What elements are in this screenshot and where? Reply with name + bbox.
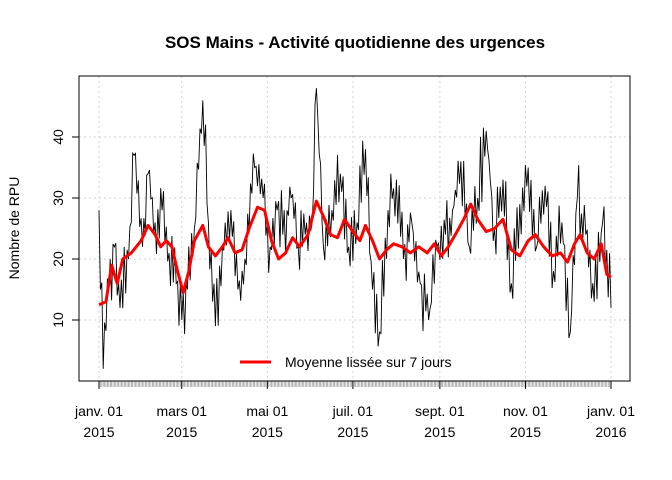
x-tick-year-label: 2015 xyxy=(252,424,283,440)
x-tick-label: mars 01 xyxy=(156,403,207,419)
x-tick-year-label: 2015 xyxy=(83,424,114,440)
x-tick-label: juil. 01 xyxy=(332,403,374,419)
x-axis-minor-ticks xyxy=(98,381,612,387)
x-tick-year-label: 2015 xyxy=(424,424,455,440)
x-tick-year-label: 2016 xyxy=(595,424,626,440)
legend: Moyenne lissée sur 7 jours xyxy=(240,354,452,370)
x-tick-year-label: 2015 xyxy=(510,424,541,440)
plot-frame xyxy=(78,75,631,382)
x-tick-label: janv. 01 xyxy=(586,403,635,419)
x-tick-label: sept. 01 xyxy=(415,403,465,419)
y-tick-label: 20 xyxy=(50,251,66,267)
x-tick-label: nov. 01 xyxy=(503,403,548,419)
smoothed-series xyxy=(98,199,612,307)
daily-series xyxy=(98,88,612,369)
y-axis-label: Nombre de RPU xyxy=(6,177,22,280)
daily-line xyxy=(98,88,612,369)
smoothed-line xyxy=(98,199,612,307)
chart-title: SOS Mains - Activité quotidienne des urg… xyxy=(165,33,545,52)
y-tick-label: 40 xyxy=(50,129,66,145)
legend-label: Moyenne lissée sur 7 jours xyxy=(285,354,452,370)
x-axis: janv. 01 2015 mars 01 2015 mai 01 2015 juil. 0… xyxy=(74,380,635,440)
y-tick-label: 10 xyxy=(50,312,66,328)
y-axis: 10 20 30 40 xyxy=(50,129,80,328)
y-tick-label: 30 xyxy=(50,190,66,206)
x-tick-year-label: 2015 xyxy=(337,424,368,440)
grid xyxy=(79,76,630,381)
x-tick-year-label: 2015 xyxy=(166,424,197,440)
x-tick-label: mai 01 xyxy=(246,403,288,419)
x-tick-label: janv. 01 xyxy=(74,403,123,419)
